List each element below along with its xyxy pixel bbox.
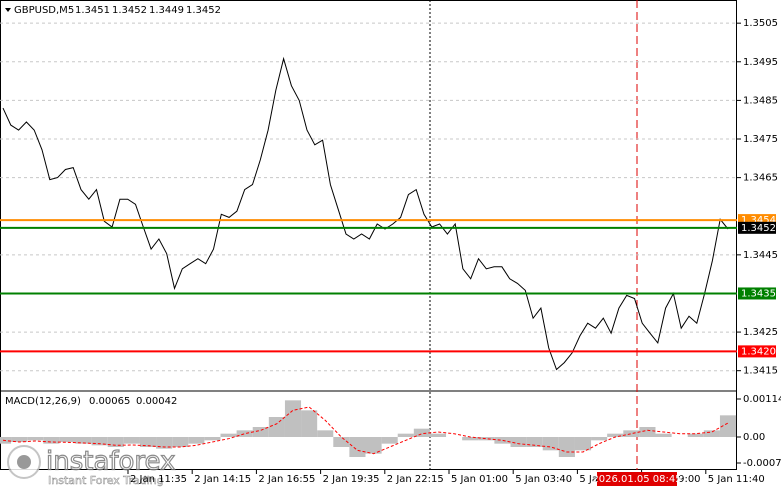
macd-bar — [11, 437, 28, 442]
level-label-box — [738, 345, 776, 358]
x-tick-label: 2 Jan 22:15 — [387, 474, 444, 485]
macd-bar — [91, 437, 108, 446]
macd-bar — [333, 437, 350, 447]
macd-bar — [574, 437, 592, 451]
macd-bar — [75, 437, 92, 444]
ohlc-value: 1.3452 — [186, 5, 221, 16]
macd-bar — [639, 427, 656, 437]
macd-value: 0.00065 — [89, 396, 130, 407]
macd-bar — [607, 433, 624, 437]
macd-bar — [478, 437, 495, 441]
level-label-box — [738, 221, 776, 234]
macd-bar — [365, 437, 382, 454]
level-label: 1.3420 — [741, 346, 776, 357]
macd-bar — [349, 437, 366, 457]
macd-bar — [107, 437, 124, 447]
macd-bar — [139, 437, 157, 447]
macd-bar — [462, 437, 479, 441]
macd-bar — [623, 430, 640, 437]
ohlc-value: 1.3451 — [75, 5, 110, 16]
y-tick-label: 0.00114 — [743, 394, 781, 405]
macd-bar — [268, 417, 285, 437]
macd-bar — [703, 430, 720, 437]
slogan: Instant Forex Trading — [48, 474, 164, 487]
macd-bar — [429, 433, 447, 437]
x-tick-label: 2 Jan 16:55 — [258, 474, 315, 485]
macd-bar — [542, 437, 559, 451]
level-label: 1.3452 — [741, 223, 776, 234]
x-tick-label: 2 Jan 11:35 — [130, 474, 187, 485]
macd-bar — [317, 430, 334, 437]
macd-bar — [558, 437, 575, 457]
y-tick-label: -0.00078 — [743, 458, 781, 469]
y-tick-label: 1.3445 — [743, 250, 778, 261]
macd-bar — [156, 437, 173, 449]
macd-bar — [413, 428, 430, 437]
logo-dot — [17, 455, 31, 469]
y-tick-label: 1.3475 — [743, 134, 778, 145]
level-label: 1.3435 — [741, 288, 776, 299]
level-label: 1.3454 — [741, 215, 776, 226]
macd-bar — [301, 410, 318, 437]
macd-title: MACD(12,26,9) — [5, 396, 81, 407]
macd-bar — [172, 437, 189, 447]
macd-bar — [510, 437, 527, 447]
x-tick-label: 5 Jan 11:40 — [708, 474, 765, 485]
macd-bar — [204, 437, 221, 441]
macd-bar — [494, 437, 511, 444]
macd-bar — [43, 437, 60, 444]
plot-frame — [0, 0, 737, 470]
macd-bar — [687, 433, 704, 437]
macd-bar — [220, 433, 237, 437]
x-tick-label: 5 Jan 03:40 — [515, 474, 572, 485]
menu-icon — [5, 8, 11, 12]
brand: instaforex — [46, 447, 175, 477]
macd-bar — [188, 437, 205, 444]
y-tick-label: 1.3485 — [743, 95, 778, 106]
y-tick-label: 1.3425 — [743, 327, 778, 338]
y-tick-label: 1.3415 — [743, 366, 778, 377]
watermark: instaforex Instant Forex Trading — [7, 445, 176, 487]
ohlc-value: 1.3452 — [112, 5, 147, 16]
signal-value: 0.00042 — [136, 396, 177, 407]
macd-bar — [252, 427, 269, 437]
macd-bar — [526, 437, 543, 447]
y-tick-label: 1.3495 — [743, 57, 778, 68]
cursor-label-box — [597, 472, 677, 486]
y-tick-label: 0.00 — [743, 432, 765, 443]
macd-bar — [27, 437, 44, 441]
macd-bar — [236, 430, 253, 437]
x-tick-label: 2 Jan 14:15 — [194, 474, 251, 485]
macd-bar — [719, 415, 737, 437]
macd-bar — [381, 437, 398, 444]
y-tick-label: 1.3465 — [743, 173, 778, 184]
macd-bar — [591, 437, 608, 441]
macd-bar — [284, 400, 302, 437]
ohlc-value: 1.3449 — [149, 5, 184, 16]
signal-line — [2, 406, 729, 455]
price-line — [2, 56, 729, 371]
macd-bar — [397, 433, 414, 437]
level-label-box — [738, 287, 776, 300]
macd-bar — [655, 433, 672, 437]
macd-bar — [59, 437, 76, 442]
macd-bar — [123, 437, 140, 444]
x-tick-label: 5 Jan 01:00 — [451, 474, 508, 485]
y-tick-label: 1.3505 — [743, 18, 778, 29]
x-tick-label: 2 Jan 19:35 — [323, 474, 380, 485]
symbol: GBPUSD,M5 — [14, 5, 74, 16]
cursor-label: 2026.01.05 08:45 — [592, 474, 681, 485]
